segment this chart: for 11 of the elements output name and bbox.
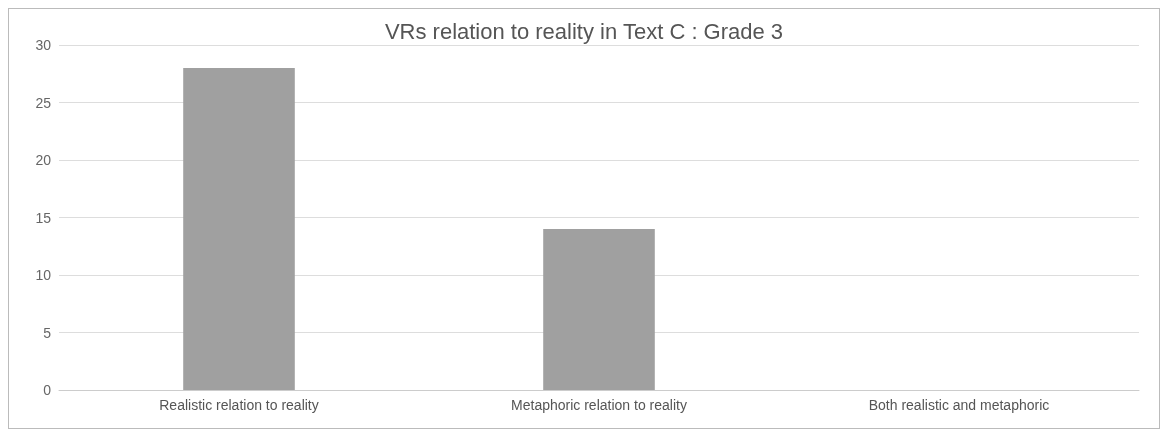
- y-tick-label: 20: [35, 152, 52, 168]
- y-tick-label: 0: [43, 382, 52, 398]
- x-tick-label: Metaphoric relation to reality: [511, 397, 687, 413]
- chart-title: VRs relation to reality in Text C : Grade 3: [384, 18, 784, 44]
- y-tick-label: 30: [35, 37, 52, 53]
- y-tick-label: 10: [35, 267, 52, 283]
- x-tick-label: Both realistic and metaphoric: [868, 397, 1050, 413]
- y-tick-label: 15: [35, 209, 52, 226]
- y-tick-label: 5: [43, 324, 52, 341]
- x-tick-label: Realistic relation to reality: [159, 397, 319, 413]
- y-tick-label: 25: [35, 94, 52, 111]
